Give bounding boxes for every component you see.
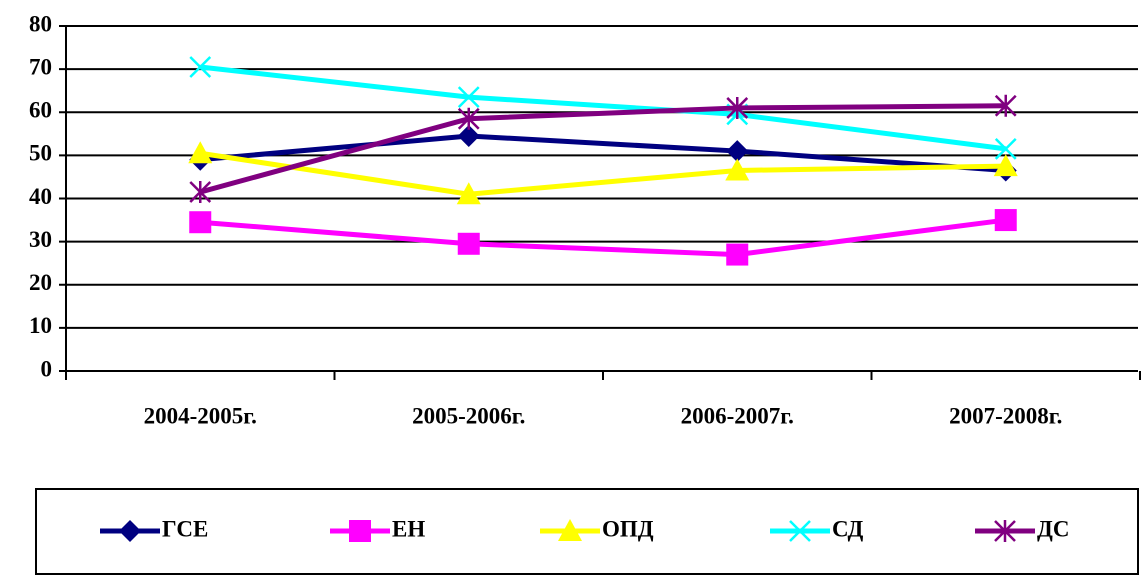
legend-box: [35, 488, 1139, 575]
data-point: [994, 94, 1017, 117]
data-point: [457, 107, 480, 130]
y-tick-label: 30: [29, 227, 52, 252]
y-tick-label: 20: [29, 270, 52, 295]
legend-label: СД: [832, 516, 863, 541]
data-point: [994, 209, 1017, 232]
data-point: [457, 86, 480, 109]
legend-label: ЕН: [392, 516, 425, 541]
y-tick-label: 80: [29, 11, 52, 36]
data-point: [725, 158, 750, 181]
series-line: [199, 150, 1006, 197]
data-point: [189, 211, 212, 234]
data-point: [993, 154, 1018, 177]
series-line: [199, 103, 1006, 195]
legend-marker: [994, 520, 1016, 542]
y-tick-label: 70: [29, 54, 52, 79]
data-point: [994, 138, 1017, 160]
legend-marker: [119, 520, 141, 542]
data-point: [457, 124, 480, 147]
x-tick-label: 2007-2008г.: [949, 403, 1062, 428]
y-tick-label: 50: [29, 141, 52, 166]
series-line: [200, 133, 1006, 173]
y-tick-label: 40: [29, 184, 52, 209]
legend-label: ДС: [1037, 516, 1069, 541]
y-tick-label: 0: [41, 356, 53, 381]
x-tick-label: 2006-2007г.: [681, 403, 794, 428]
legend-marker: [558, 519, 582, 541]
data-point: [189, 56, 212, 78]
data-point: [189, 181, 212, 204]
series-line: [200, 217, 1007, 258]
legend-label: ОПД: [602, 516, 654, 541]
legend-marker: [789, 520, 811, 542]
data-point: [726, 140, 749, 163]
legend-marker: [349, 520, 371, 542]
data-point: [188, 141, 213, 164]
data-point: [456, 182, 481, 205]
data-point: [457, 232, 480, 255]
x-tick-label: 2004-2005г.: [144, 403, 257, 428]
legend-label: ГСЕ: [162, 516, 208, 541]
series-line: [199, 64, 1007, 152]
y-tick-label: 10: [29, 313, 52, 338]
data-point: [726, 243, 749, 266]
y-tick-label: 60: [29, 98, 52, 123]
x-tick-label: 2005-2006г.: [412, 403, 525, 428]
data-point: [726, 96, 749, 119]
